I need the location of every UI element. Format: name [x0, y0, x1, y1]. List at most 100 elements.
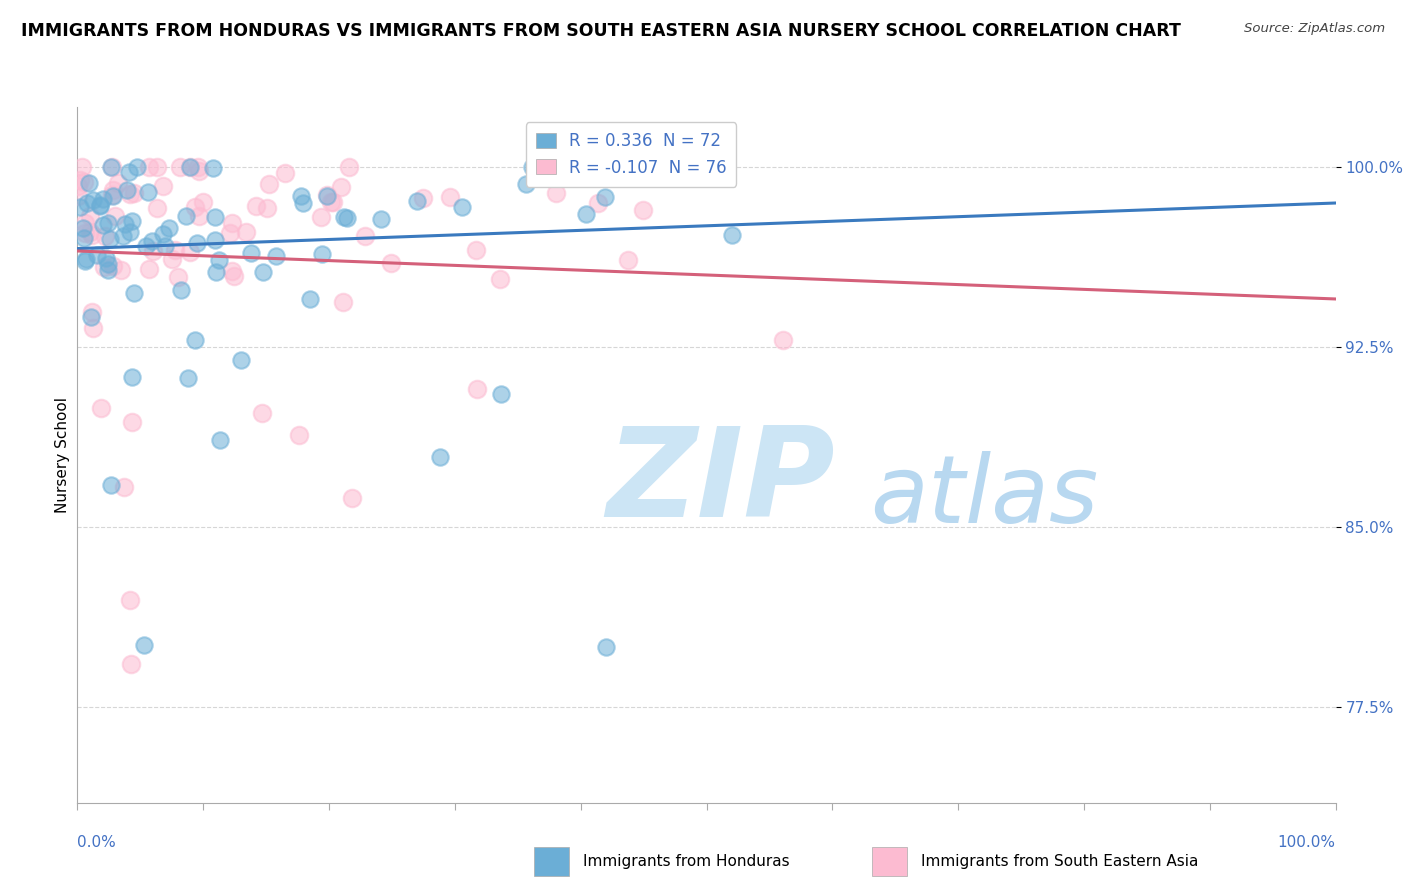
- Point: [132, 638, 155, 652]
- Point: [329, 179, 352, 194]
- Text: atlas: atlas: [870, 451, 1098, 542]
- Point: [520, 160, 543, 174]
- Point: [135, 239, 157, 253]
- Point: [337, 160, 360, 174]
- Point: [122, 186, 145, 201]
- Point: [184, 200, 207, 214]
- Point: [90, 401, 112, 415]
- Point: [100, 160, 122, 174]
- Point: [77, 176, 100, 190]
- Point: [118, 165, 141, 179]
- Legend: R = 0.336  N = 72, R = -0.107  N = 76: R = 0.336 N = 72, R = -0.107 N = 76: [526, 122, 737, 186]
- Point: [354, 228, 377, 243]
- Point: [245, 199, 267, 213]
- Point: [186, 236, 208, 251]
- Point: [152, 227, 174, 241]
- Point: [336, 211, 359, 225]
- Text: Immigrants from Honduras: Immigrants from Honduras: [583, 854, 790, 869]
- Point: [79, 209, 101, 223]
- Point: [82, 305, 104, 319]
- Point: [311, 247, 333, 261]
- Point: [104, 209, 127, 223]
- Point: [107, 176, 129, 190]
- Point: [142, 244, 165, 258]
- Point: [165, 243, 187, 257]
- Point: [370, 212, 392, 227]
- Point: [235, 225, 257, 239]
- Point: [152, 179, 174, 194]
- Text: 100.0%: 100.0%: [1278, 836, 1336, 850]
- Point: [252, 265, 274, 279]
- Point: [89, 198, 111, 212]
- Point: [184, 333, 207, 347]
- Point: [79, 226, 101, 240]
- Point: [322, 194, 344, 209]
- Point: [86, 248, 108, 262]
- Point: [122, 285, 145, 300]
- Point: [298, 293, 321, 307]
- Point: [114, 217, 136, 231]
- Point: [146, 160, 169, 174]
- Point: [412, 191, 434, 205]
- Point: [772, 333, 794, 347]
- Point: [120, 657, 142, 671]
- Point: [111, 229, 134, 244]
- Point: [406, 194, 429, 208]
- Point: [204, 210, 226, 224]
- Point: [67, 189, 90, 203]
- Point: [309, 210, 332, 224]
- Point: [121, 369, 143, 384]
- Point: [207, 253, 229, 268]
- Point: [429, 450, 451, 465]
- Point: [489, 272, 512, 286]
- Point: [240, 245, 263, 260]
- Point: [465, 383, 488, 397]
- Point: [720, 228, 742, 243]
- Text: IMMIGRANTS FROM HONDURAS VS IMMIGRANTS FROM SOUTH EASTERN ASIA NURSERY SCHOOL CO: IMMIGRANTS FROM HONDURAS VS IMMIGRANTS F…: [21, 22, 1181, 40]
- FancyBboxPatch shape: [534, 847, 569, 876]
- Point: [575, 206, 598, 220]
- Point: [146, 201, 169, 215]
- Point: [103, 189, 125, 203]
- Point: [489, 387, 512, 401]
- Point: [291, 195, 314, 210]
- Point: [595, 640, 617, 654]
- Point: [70, 160, 93, 174]
- Point: [332, 295, 354, 310]
- Point: [219, 226, 242, 240]
- Point: [136, 185, 159, 199]
- Point: [315, 187, 337, 202]
- Point: [94, 228, 117, 243]
- Point: [176, 209, 198, 223]
- Point: [89, 199, 111, 213]
- Text: 0.0%: 0.0%: [77, 836, 117, 850]
- Point: [73, 230, 96, 244]
- Point: [118, 186, 141, 201]
- Point: [121, 214, 143, 228]
- Point: [101, 187, 124, 202]
- Point: [593, 190, 616, 204]
- Point: [110, 263, 132, 277]
- Point: [205, 265, 228, 279]
- Point: [97, 263, 120, 277]
- Point: [290, 188, 312, 202]
- Point: [201, 161, 224, 175]
- Point: [67, 179, 90, 194]
- Point: [91, 218, 114, 232]
- Point: [222, 268, 245, 283]
- Point: [588, 195, 610, 210]
- Point: [115, 182, 138, 196]
- Point: [451, 200, 474, 214]
- Text: Source: ZipAtlas.com: Source: ZipAtlas.com: [1244, 22, 1385, 36]
- Point: [439, 190, 461, 204]
- Point: [103, 260, 125, 274]
- Point: [141, 235, 163, 249]
- FancyBboxPatch shape: [872, 847, 907, 876]
- Point: [515, 178, 537, 192]
- Point: [100, 160, 122, 174]
- Point: [76, 195, 98, 210]
- Point: [633, 203, 655, 218]
- Point: [72, 221, 94, 235]
- Point: [75, 252, 97, 267]
- Point: [177, 371, 200, 385]
